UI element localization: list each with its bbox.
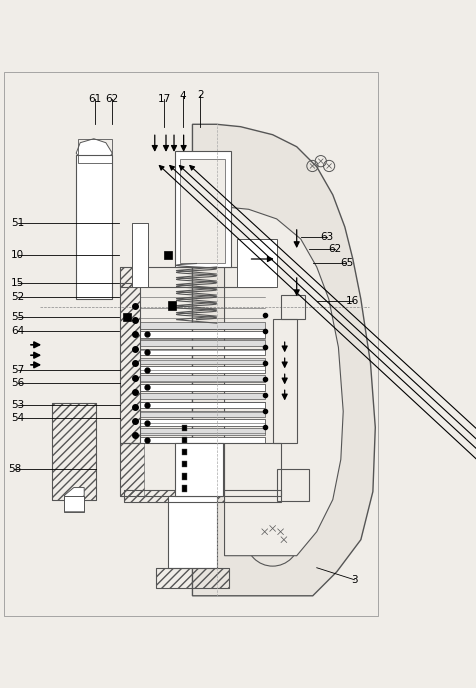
- Bar: [132, 223, 149, 287]
- Text: 62: 62: [328, 244, 342, 255]
- Bar: [140, 375, 265, 382]
- Text: 10: 10: [11, 250, 24, 260]
- Text: 54: 54: [11, 413, 24, 422]
- Text: 55: 55: [11, 312, 24, 322]
- Text: 15: 15: [11, 278, 24, 288]
- Bar: [140, 384, 265, 391]
- Bar: [182, 461, 187, 467]
- Bar: [273, 319, 297, 444]
- Text: 2: 2: [197, 89, 204, 100]
- Bar: [205, 495, 217, 568]
- Bar: [212, 444, 223, 495]
- Bar: [140, 358, 265, 364]
- Text: 51: 51: [11, 218, 24, 228]
- Bar: [180, 159, 225, 263]
- Text: 63: 63: [320, 232, 334, 241]
- Bar: [169, 495, 217, 568]
- Bar: [182, 473, 187, 480]
- Bar: [175, 444, 184, 495]
- Bar: [104, 155, 112, 299]
- Text: 4: 4: [179, 92, 186, 101]
- Bar: [157, 568, 228, 588]
- Bar: [140, 340, 265, 346]
- Text: 62: 62: [106, 94, 119, 104]
- Bar: [120, 444, 144, 495]
- Bar: [175, 444, 223, 495]
- Bar: [182, 425, 187, 431]
- Bar: [140, 437, 265, 444]
- Bar: [140, 420, 265, 426]
- Text: 64: 64: [11, 326, 24, 336]
- Bar: [182, 437, 187, 444]
- Polygon shape: [76, 139, 112, 164]
- Text: 17: 17: [158, 94, 171, 104]
- Bar: [169, 301, 177, 310]
- Text: 61: 61: [88, 94, 101, 104]
- Bar: [277, 469, 309, 501]
- Bar: [140, 393, 265, 399]
- Bar: [281, 295, 305, 319]
- Bar: [52, 403, 96, 499]
- Bar: [140, 428, 265, 435]
- Bar: [64, 496, 84, 510]
- Bar: [76, 155, 112, 299]
- Bar: [157, 568, 228, 588]
- Bar: [182, 449, 187, 455]
- Bar: [140, 411, 265, 417]
- Polygon shape: [192, 125, 375, 596]
- Bar: [164, 251, 172, 259]
- Bar: [120, 267, 273, 287]
- Bar: [124, 490, 281, 502]
- Text: 57: 57: [11, 365, 24, 375]
- Polygon shape: [225, 207, 343, 556]
- Bar: [120, 283, 140, 444]
- Bar: [132, 223, 149, 287]
- Bar: [140, 349, 265, 355]
- Bar: [76, 155, 86, 299]
- Bar: [124, 490, 281, 502]
- Bar: [140, 323, 265, 329]
- Bar: [237, 239, 277, 287]
- Text: 65: 65: [340, 258, 353, 268]
- Text: 3: 3: [351, 574, 358, 585]
- Bar: [120, 444, 281, 495]
- Bar: [277, 469, 309, 501]
- Bar: [78, 139, 112, 163]
- Bar: [273, 319, 297, 444]
- Text: 53: 53: [11, 400, 24, 410]
- Bar: [281, 295, 305, 319]
- Bar: [169, 495, 180, 568]
- Bar: [248, 444, 281, 495]
- Bar: [120, 267, 149, 287]
- Bar: [140, 367, 265, 373]
- Bar: [140, 402, 265, 408]
- Bar: [52, 403, 96, 499]
- Bar: [64, 495, 84, 512]
- Polygon shape: [64, 488, 84, 504]
- Bar: [175, 151, 231, 267]
- Bar: [140, 331, 265, 338]
- Bar: [123, 313, 131, 321]
- Text: 56: 56: [11, 378, 24, 388]
- Text: 52: 52: [11, 292, 24, 301]
- Text: 58: 58: [8, 464, 21, 474]
- Bar: [233, 267, 273, 287]
- Bar: [182, 485, 187, 491]
- Bar: [120, 283, 140, 444]
- Text: 16: 16: [346, 296, 359, 305]
